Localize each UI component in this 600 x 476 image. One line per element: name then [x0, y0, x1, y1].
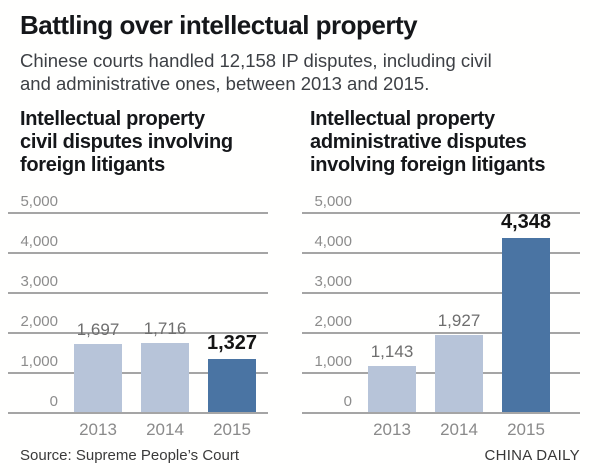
bar-2014: [435, 334, 483, 412]
y-axis-tick-label: 2,000: [314, 313, 352, 330]
chart-admin-title-line-2: administrative disputes: [310, 131, 527, 153]
y-axis-tick-label: 4,000: [314, 233, 352, 250]
value-label-2013: 1,143: [370, 342, 414, 362]
chart-admin-plot: 5,000 4,000 3,000 2,000 1,000 0 1,143 2013 1,927…: [302, 193, 580, 445]
y-axis-tick-label: 4,000: [20, 233, 58, 250]
y-axis-tick-label: 5,000: [20, 193, 58, 210]
value-label-2013: 1,697: [76, 320, 120, 340]
bar-2015: [502, 238, 550, 412]
chart-admin-disputes: Intellectual property administrative dis…: [302, 108, 580, 445]
chart-civil-title-line-3: foreign litigants: [20, 154, 165, 176]
bar-2013: [368, 366, 416, 412]
value-label-2015: 1,327: [206, 331, 258, 354]
y-axis-tick-label: 1,000: [314, 353, 352, 370]
y-axis-tick-label: 1,000: [20, 353, 58, 370]
y-axis-tick-label: 0: [343, 393, 352, 410]
y-axis-tick-label: 3,000: [314, 273, 352, 290]
grid-line: [302, 212, 580, 214]
y-axis-tick-label: 2,000: [20, 313, 58, 330]
bar-2014: [141, 343, 189, 412]
source-text: Source: Supreme People’s Court: [20, 447, 240, 464]
y-axis-tick-label: 0: [49, 393, 58, 410]
x-axis-label-2013: 2013: [373, 420, 411, 439]
grid-line: [8, 332, 268, 334]
charts-row: Intellectual property civil disputes inv…: [8, 108, 580, 445]
chart-admin-title-line-3: involving foreign litigants: [310, 154, 546, 176]
credit-text: CHINA DAILY: [484, 447, 580, 464]
y-axis-tick-label: 5,000: [314, 193, 352, 210]
value-label-2014: 1,716: [143, 319, 187, 339]
grid-line: [8, 372, 268, 374]
footer: Source: Supreme People’s Court CHINA DAI…: [20, 447, 580, 464]
grid-line: [302, 332, 580, 334]
subtitle-line-1: Chinese courts handled 12,158 IP dispute…: [20, 50, 492, 71]
chart-civil-title: Intellectual property civil disputes inv…: [20, 108, 290, 177]
chart-civil-title-line-2: civil disputes involving: [20, 131, 233, 153]
grid-line: [8, 412, 268, 414]
grid-line: [8, 252, 268, 254]
bar-2015: [208, 358, 256, 412]
x-axis-label-2014: 2014: [146, 420, 184, 439]
grid-line: [302, 412, 580, 414]
chart-civil-plot: 5,000 4,000 3,000 2,000 1,000 0 1,697 2013 1,716…: [8, 193, 268, 445]
subtitle-line-2: and administrative ones, between 2013 an…: [20, 73, 430, 94]
grid-line: [8, 292, 268, 294]
chart-civil-title-line-1: Intellectual property: [20, 108, 205, 130]
x-axis-label-2014: 2014: [440, 420, 478, 439]
subtitle: Chinese courts handled 12,158 IP dispute…: [20, 49, 580, 95]
grid-line: [302, 252, 580, 254]
x-axis-label-2013: 2013: [79, 420, 117, 439]
value-label-2014: 1,927: [437, 310, 481, 330]
grid-line: [302, 292, 580, 294]
chart-civil-disputes: Intellectual property civil disputes inv…: [8, 108, 290, 445]
chart-admin-title-line-1: Intellectual property: [310, 108, 495, 130]
x-axis-label-2015: 2015: [213, 420, 251, 439]
chart-admin-title: Intellectual property administrative dis…: [310, 108, 580, 177]
page-title: Battling over intellectual property: [20, 10, 418, 40]
x-axis-label-2015: 2015: [507, 420, 545, 439]
y-axis-tick-label: 3,000: [20, 273, 58, 290]
grid-line: [8, 212, 268, 214]
bar-2013: [74, 344, 122, 412]
value-label-2015: 4,348: [500, 211, 552, 234]
